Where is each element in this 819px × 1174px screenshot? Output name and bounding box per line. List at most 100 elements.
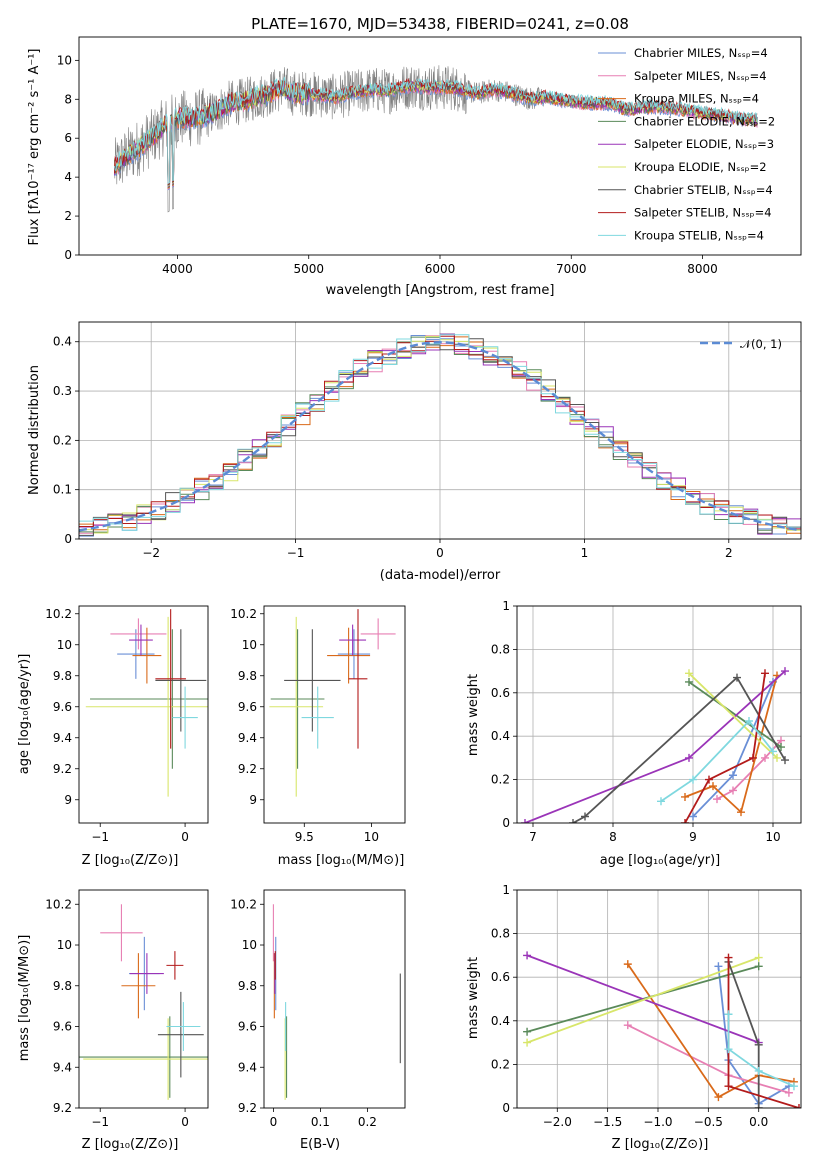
mass-weight-marker — [681, 819, 689, 823]
massweight-vs-age-panel: age [log₁₀(age/yr)] mass weight 7 8 9 10 0 0.… — [466, 599, 802, 868]
y-tick-label: 6 — [64, 131, 72, 145]
x-tick-label: 8 — [609, 830, 617, 844]
mass-weight-marker — [657, 797, 665, 806]
legend-label: Salpeter ELODIE, Nₛₛₚ=3 — [634, 137, 774, 151]
mass-weight-marker — [685, 677, 693, 686]
x-tick-label: 4000 — [162, 262, 193, 276]
mass-weight-marker — [773, 753, 781, 762]
mass-weight-marker — [705, 775, 713, 784]
massE-xlabel: E(B-V) — [300, 1137, 340, 1152]
x-tick-label: 0.0 — [749, 1115, 768, 1129]
x-tick-label: 8000 — [687, 262, 718, 276]
axes-frame — [263, 889, 406, 1109]
legend-label: Chabrier STELIB, Nₛₛₚ=4 — [634, 183, 773, 197]
y-tick-label: 0.6 — [491, 686, 510, 700]
y-tick-label: 0.2 — [491, 773, 510, 787]
y-tick-label: 10.2 — [230, 607, 257, 621]
y-tick-label: 0.2 — [491, 1057, 510, 1071]
mass-weight-line — [627, 963, 795, 1099]
y-tick-label: 0.2 — [53, 433, 72, 447]
legend-label: Chabrier ELODIE, Nₛₛₚ=2 — [634, 114, 775, 128]
age-vs-metallicity-panel: Z [log₁₀(Z/Z⊙)] age [log₁₀(age/yr)] −1 0 9… — [17, 605, 209, 868]
x-tick-label: 7 — [529, 830, 537, 844]
x-tick-label: 0 — [270, 1115, 278, 1129]
y-tick-label: 9.4 — [238, 1060, 257, 1074]
y-tick-label: 8 — [64, 92, 72, 106]
x-tick-label: 0 — [181, 830, 189, 844]
x-tick-label: 0 — [181, 1115, 189, 1129]
axes-frame — [78, 321, 802, 540]
mass-weight-line — [727, 961, 760, 1108]
spectrum-panel: PLATE=1670, MJD=53438, FIBERID=0241, z=0… — [27, 15, 802, 298]
age-vs-mass-panel: mass [log₁₀(M/M⊙)] 9.5 10 9 9.2 9.4 9.6 9.8 10 1… — [230, 605, 406, 868]
y-tick-label: 9.6 — [238, 700, 257, 714]
y-tick-label: 9.8 — [53, 669, 72, 683]
mass-weight-marker — [724, 953, 733, 962]
x-tick-label: −0.5 — [694, 1115, 723, 1129]
mass-weight-marker — [745, 717, 753, 726]
mass-weight-marker — [729, 771, 737, 780]
mass-weight-marker — [749, 753, 757, 762]
residuals-ylabel: Normed distribution — [27, 365, 42, 495]
mass-vs-extinction-panel: E(B-V) 0 0.1 0.2 9.2 9.4 9.6 9.8 10 10.2 — [230, 889, 406, 1152]
y-tick-label: 0.4 — [491, 729, 510, 743]
massZ-xlabel: Z [log₁₀(Z/Z⊙)] — [82, 1137, 179, 1152]
model-spectrum-line — [114, 80, 758, 187]
ageZ-ylabel: age [log₁₀(age/yr)] — [17, 654, 32, 775]
x-tick-label: 0 — [436, 546, 444, 560]
y-tick-label: 4 — [64, 170, 72, 184]
mass-weight-marker — [581, 812, 589, 821]
y-tick-label: 0.4 — [53, 335, 72, 349]
massZ-ylabel: mass [log₁₀(M/M⊙)] — [17, 935, 32, 1062]
mass-weight-line — [684, 673, 766, 823]
x-tick-label: 9.5 — [295, 830, 314, 844]
spectrum-title: PLATE=1670, MJD=53438, FIBERID=0241, z=0… — [251, 15, 629, 33]
spectrum-ylabel: Flux [fλ10⁻¹⁷ erg cm⁻² s⁻¹ A⁻¹] — [27, 49, 42, 246]
mass-weight-marker — [761, 669, 769, 678]
x-tick-label: −1.0 — [643, 1115, 672, 1129]
x-tick-label: 1 — [581, 546, 589, 560]
ageM-xlabel: mass [log₁₀(M/M⊙)] — [278, 853, 405, 868]
legend-label: Kroupa STELIB, Nₛₛₚ=4 — [634, 228, 764, 242]
legend-label: Salpeter MILES, Nₛₛₚ=4 — [634, 69, 767, 83]
mwZ-ylabel: mass weight — [466, 957, 481, 1039]
x-tick-label: −1 — [287, 546, 305, 560]
x-tick-label: −1 — [91, 1115, 109, 1129]
y-tick-label: 9.2 — [53, 762, 72, 776]
y-tick-label: 9.8 — [238, 669, 257, 683]
mass-weight-marker — [781, 667, 789, 676]
mass-weight-marker — [794, 1104, 801, 1108]
axes-frame — [78, 605, 209, 824]
x-tick-label: 10 — [765, 830, 780, 844]
mass-weight-line — [526, 956, 760, 1044]
y-tick-label: 9.6 — [238, 1020, 257, 1034]
y-tick-label: 9.8 — [238, 979, 257, 993]
legend-label: Kroupa MILES, Nₛₛₚ=4 — [634, 92, 759, 106]
y-tick-label: 10 — [57, 938, 72, 952]
y-tick-label: 9.6 — [53, 700, 72, 714]
axes-frame — [78, 36, 802, 256]
y-tick-label: 0.8 — [491, 927, 510, 941]
mass-weight-marker — [713, 795, 721, 804]
y-tick-label: 9.4 — [53, 731, 72, 745]
mass-weight-marker — [685, 669, 693, 678]
y-tick-label: 9.6 — [53, 1020, 72, 1034]
mass-weight-marker — [569, 819, 577, 823]
y-tick-label: 0.4 — [491, 1014, 510, 1028]
mass-weight-marker — [729, 786, 737, 795]
y-tick-label: 10 — [57, 638, 72, 652]
y-tick-label: 1 — [502, 883, 510, 897]
mass-weight-marker — [724, 1082, 733, 1091]
y-tick-label: 2 — [64, 209, 72, 223]
x-tick-label: −1.5 — [593, 1115, 622, 1129]
mass-weight-marker — [714, 962, 723, 971]
axes-frame — [516, 889, 802, 1109]
axes-frame — [78, 889, 209, 1109]
y-tick-label: 0 — [502, 816, 510, 830]
mass-weight-marker — [754, 953, 763, 962]
y-tick-label: 9.2 — [238, 1101, 257, 1115]
y-tick-label: 10.2 — [230, 897, 257, 911]
x-tick-label: −1 — [91, 830, 109, 844]
x-tick-label: 5000 — [293, 262, 324, 276]
mass-weight-line — [660, 719, 774, 803]
